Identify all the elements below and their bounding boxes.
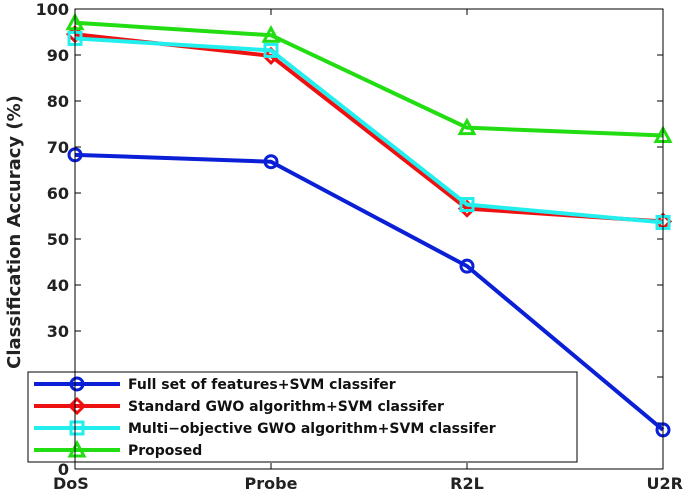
legend-marker bbox=[69, 420, 85, 436]
x-tick-label: R2L bbox=[450, 474, 484, 493]
data-point-circle bbox=[263, 154, 279, 170]
series-4 bbox=[65, 12, 673, 143]
legend-marker bbox=[67, 439, 87, 458]
x-tick-label: U2R bbox=[647, 474, 683, 493]
y-tick-label: 0 bbox=[58, 460, 69, 479]
legend-entry: Multi−objective GWO algorithm+SVM classi… bbox=[34, 420, 496, 437]
y-tick-label: 60 bbox=[47, 184, 69, 203]
legend-label: Multi−objective GWO algorithm+SVM classi… bbox=[128, 421, 496, 437]
series-line bbox=[74, 20, 664, 138]
plot-frame bbox=[74, 8, 664, 470]
legend-label: Standard GWO algorithm+SVM classifer bbox=[128, 399, 444, 415]
legend-marker bbox=[69, 376, 85, 392]
x-tick-label: DoS bbox=[53, 474, 89, 493]
y-axis-title: Classification Accuracy (%) bbox=[4, 95, 25, 369]
legend-entry: Full set of features+SVM classifer bbox=[34, 376, 396, 393]
y-tick-label: 50 bbox=[47, 230, 69, 249]
legend-entry: Standard GWO algorithm+SVM classifer bbox=[34, 396, 444, 416]
series-line bbox=[74, 152, 665, 432]
legend-entry: Proposed bbox=[34, 439, 202, 459]
y-tick-label: 30 bbox=[47, 322, 69, 341]
y-tick-label: 90 bbox=[47, 46, 69, 65]
x-tick-label: Probe bbox=[245, 474, 298, 493]
y-tick-label: 40 bbox=[47, 276, 69, 295]
legend-label: Proposed bbox=[128, 443, 202, 459]
legend-marker bbox=[67, 396, 87, 416]
data-point-triangle bbox=[261, 25, 281, 43]
data-point-triangle bbox=[457, 117, 477, 136]
series-line bbox=[74, 36, 664, 225]
data-point-circle bbox=[459, 258, 475, 274]
y-tick-label: 100 bbox=[36, 0, 69, 19]
legend-label: Full set of features+SVM classifer bbox=[128, 377, 396, 393]
legend-box bbox=[27, 371, 578, 463]
data-point-square bbox=[263, 42, 279, 58]
y-tick-label: 70 bbox=[47, 138, 69, 157]
y-tick-label: 80 bbox=[47, 92, 69, 111]
data-point-square bbox=[459, 197, 475, 212]
